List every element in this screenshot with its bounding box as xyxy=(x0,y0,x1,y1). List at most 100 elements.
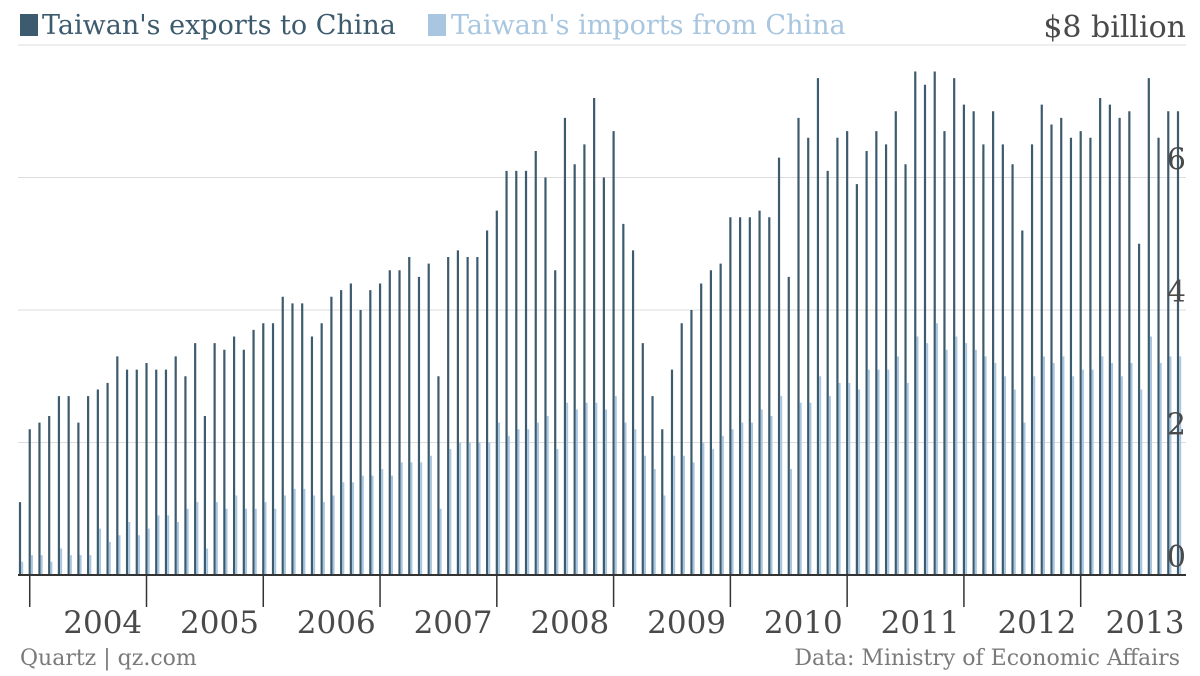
bar-exports xyxy=(116,356,119,575)
x-tick-label: 2004 xyxy=(63,605,142,641)
bar-imports xyxy=(585,402,588,575)
bar-exports xyxy=(1099,98,1102,575)
y-tick-label: 2 xyxy=(1167,408,1186,443)
bar-exports xyxy=(67,396,70,575)
bar-imports xyxy=(332,495,335,575)
imports-bars xyxy=(21,323,1182,575)
bar-exports xyxy=(875,131,878,575)
bar-exports xyxy=(417,276,421,575)
bar-exports xyxy=(1079,131,1082,575)
bar-exports xyxy=(719,263,722,575)
bar-imports xyxy=(478,442,481,575)
bar-exports xyxy=(739,217,742,575)
bar-exports xyxy=(447,257,450,575)
bar-imports xyxy=(828,396,831,575)
bar-imports xyxy=(848,382,851,575)
bar-imports xyxy=(760,409,763,575)
bar-exports xyxy=(534,151,537,575)
bar-imports xyxy=(867,369,870,575)
bar-imports xyxy=(459,442,462,575)
bar-exports xyxy=(1089,137,1092,575)
bar-exports xyxy=(953,78,956,575)
bar-imports xyxy=(634,429,637,575)
bar-imports xyxy=(1150,336,1153,575)
bar-exports xyxy=(77,422,80,575)
bar-imports xyxy=(1120,376,1123,575)
bar-imports xyxy=(322,502,325,575)
bar-exports xyxy=(495,210,498,575)
y-tick-label: $8 billion xyxy=(1043,10,1186,45)
bar-imports xyxy=(157,515,160,575)
bar-exports xyxy=(1147,78,1150,575)
bar-imports xyxy=(40,555,43,575)
bar-imports xyxy=(254,508,257,575)
bar-exports xyxy=(427,263,430,575)
bar-imports xyxy=(906,382,909,575)
bar-imports xyxy=(352,482,355,575)
bar-imports xyxy=(575,409,578,575)
bar-exports xyxy=(1030,144,1034,575)
bar-imports xyxy=(303,488,306,575)
bar-exports xyxy=(203,416,206,575)
y-tick-label: 6 xyxy=(1167,143,1186,178)
bar-exports xyxy=(923,84,927,575)
bar-imports xyxy=(770,416,773,575)
legend: Taiwan's exports to China Taiwan's impor… xyxy=(20,10,846,41)
bar-exports xyxy=(320,323,323,575)
bar-exports xyxy=(680,323,683,575)
bar-exports xyxy=(1157,137,1160,575)
y-axis-ticks: 0 2 4 6 $8 billion xyxy=(1043,10,1186,575)
bar-imports xyxy=(1033,376,1036,575)
bar-exports xyxy=(787,276,790,575)
bar-exports xyxy=(135,369,138,575)
bar-imports xyxy=(624,422,627,575)
bar-exports xyxy=(1001,144,1004,575)
bar-exports xyxy=(943,131,946,575)
bar-exports xyxy=(271,323,275,575)
bar-exports xyxy=(563,117,567,575)
bar-imports xyxy=(245,508,248,575)
bar-exports xyxy=(729,217,732,575)
bar-exports xyxy=(670,369,674,575)
bar-exports xyxy=(651,396,654,575)
bar-imports xyxy=(780,396,783,575)
bar-exports xyxy=(700,283,703,575)
bar-exports xyxy=(777,157,781,575)
bar-imports xyxy=(1081,369,1084,575)
bar-imports xyxy=(1062,356,1065,575)
bar-exports xyxy=(174,356,177,575)
bar-exports xyxy=(631,250,635,575)
bar-imports xyxy=(605,409,608,575)
bar-exports xyxy=(894,111,897,575)
bar-imports xyxy=(449,449,452,575)
bar-imports xyxy=(371,475,374,575)
bar-exports xyxy=(661,429,664,575)
bar-exports xyxy=(155,369,158,575)
bar-imports xyxy=(682,455,685,575)
bar-imports xyxy=(167,515,170,575)
bar-imports xyxy=(1130,363,1133,575)
legend-label-exports: Taiwan's exports to China xyxy=(42,10,396,41)
bar-exports xyxy=(57,396,61,575)
bar-exports xyxy=(301,303,304,575)
bar-imports xyxy=(60,548,63,575)
bar-imports xyxy=(128,522,131,575)
bar-imports xyxy=(147,528,150,575)
bar-exports xyxy=(505,170,508,575)
bar-imports xyxy=(118,535,121,575)
x-tick-label: 2008 xyxy=(530,605,609,641)
bar-imports xyxy=(390,475,393,575)
bar-imports xyxy=(1179,356,1182,575)
bar-exports xyxy=(48,416,51,575)
gridlines xyxy=(18,44,1186,443)
bar-exports xyxy=(476,257,479,575)
bar-exports xyxy=(223,349,226,575)
bar-imports xyxy=(877,369,880,575)
bar-imports xyxy=(692,462,695,575)
bar-imports xyxy=(1101,356,1104,575)
x-tick-label: 2006 xyxy=(297,605,376,641)
bar-exports xyxy=(836,137,839,575)
bar-exports xyxy=(398,270,401,575)
bar-exports xyxy=(1128,111,1131,575)
